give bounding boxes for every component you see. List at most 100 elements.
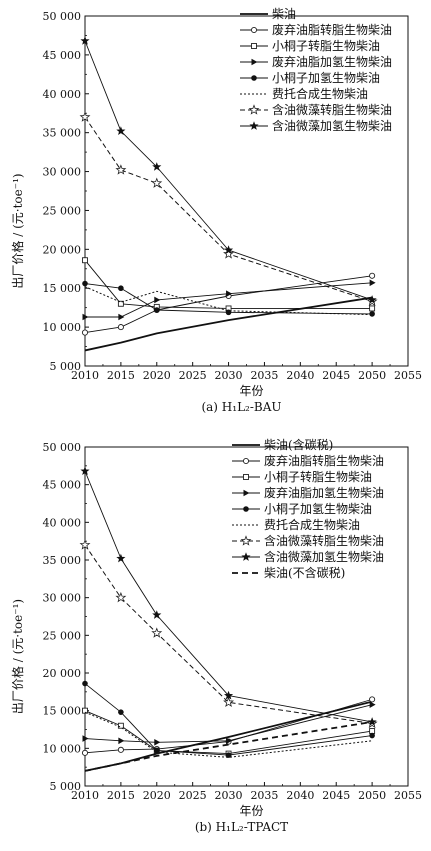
data-point-8 (223, 245, 234, 254)
legend-marker-4 (243, 489, 250, 497)
x-tick-label: 2020 (143, 369, 171, 382)
x-tick-label: 2035 (250, 789, 278, 802)
data-point-5 (369, 732, 375, 739)
data-point-3 (82, 707, 88, 714)
x-tick-label: 2050 (358, 789, 386, 802)
x-tick-label: 2025 (179, 789, 207, 802)
legend-label-1: 柴油 (272, 7, 296, 21)
y-tick-label: 40 000 (43, 88, 82, 101)
legend-label-8: 含油微藻加氢生物柴油 (264, 549, 384, 564)
x-tick-label: 2015 (107, 369, 135, 382)
data-point-8 (367, 717, 377, 726)
y-tick-label: 5 000 (50, 360, 82, 373)
data-point-5 (118, 709, 124, 715)
legend-label-6: 费托合成生物柴油 (264, 517, 360, 532)
legend-marker-8 (249, 121, 259, 130)
data-point-7 (79, 539, 91, 550)
data-point-3 (117, 300, 124, 307)
x-tick-label: 2040 (286, 789, 314, 802)
chart-caption: (a) H₁L₂-BAU (201, 400, 281, 414)
y-tick-label: 50 000 (43, 10, 82, 23)
y-tick-label: 5 000 (50, 780, 82, 793)
x-tick-label: 2030 (215, 369, 243, 382)
legend-label-8: 含油微藻加氢生物柴油 (272, 118, 392, 133)
y-tick-label: 30 000 (43, 166, 82, 179)
series-line-3 (84, 259, 373, 309)
legend-marker-5 (251, 75, 257, 81)
y-tick-label: 25 000 (43, 204, 82, 217)
y-tick-label: 45 000 (43, 49, 82, 62)
y-tick-label: 20 000 (43, 243, 82, 256)
data-point-3 (82, 257, 88, 264)
legend: 柴油废弃油脂转脂生物柴油小桐子转脂生物柴油废弃油脂加氢生物柴油小桐子加氢生物柴油… (240, 7, 392, 133)
data-point-4 (369, 701, 376, 708)
x-tick-label: 2035 (250, 369, 278, 382)
data-point-4 (118, 313, 125, 321)
x-tick-label: 2055 (394, 369, 422, 382)
x-tick-label: 2010 (71, 369, 99, 382)
chart-caption: (b) H₁L₂-TPACT (195, 820, 288, 834)
legend-label-3: 小桐子转脂生物柴油 (264, 469, 372, 484)
data-point-3 (369, 305, 376, 312)
legend-marker-7 (240, 535, 252, 546)
legend-label-3: 小桐子转脂生物柴油 (272, 38, 380, 53)
data-point-7 (223, 248, 235, 259)
x-tick-label: 2045 (322, 789, 350, 802)
data-point-3 (117, 722, 124, 729)
chart-panel-bau: 2010 2015 2020 2025 2030 2035 2040 2045 2050 2055… (10, 7, 422, 414)
data-point-2 (81, 749, 89, 756)
data-point-4 (154, 739, 161, 746)
legend-marker-3 (251, 43, 257, 49)
legend-label-2: 废弃油脂转脂生物柴油 (264, 453, 384, 468)
x-tick-label: 2025 (179, 369, 207, 382)
legend-label-7: 含油微藻转脂生物柴油 (272, 102, 392, 117)
y-tick-label: 10 000 (43, 742, 82, 755)
data-point-2 (117, 746, 124, 753)
data-point-2 (369, 272, 376, 279)
legend-marker-4 (251, 58, 258, 66)
data-point-4 (154, 296, 161, 304)
data-point-4 (226, 290, 233, 297)
y-tick-label: 50 000 (43, 441, 82, 454)
data-point-8 (223, 690, 234, 700)
legend-marker-8 (241, 552, 251, 561)
data-point-4 (369, 279, 376, 287)
x-axis-label: 年份 (239, 804, 263, 818)
legend-marker-2 (242, 457, 250, 465)
y-tick-label: 25 000 (43, 629, 82, 642)
legend-label-4: 废弃油脂加氢生物柴油 (272, 54, 392, 69)
x-tick-label: 2050 (358, 369, 386, 382)
legend-marker-5 (243, 506, 249, 512)
legend-marker-3 (243, 474, 249, 480)
data-point-5 (118, 285, 124, 292)
x-tick-label: 2030 (215, 789, 243, 802)
legend-label-7: 含油微藻转脂生物柴油 (264, 533, 384, 548)
data-point-7 (151, 627, 163, 638)
x-tick-label: 2055 (394, 789, 422, 802)
data-point-8 (367, 295, 377, 304)
data-point-8 (80, 466, 90, 475)
data-point-7 (223, 696, 235, 708)
y-tick-label: 35 000 (43, 127, 82, 140)
data-point-7 (151, 177, 163, 188)
y-tick-label: 45 000 (43, 479, 82, 492)
chart-panel-tpact: 2010 2015 2020 2025 2030 2035 2040 2045 2050 2055… (10, 437, 422, 834)
x-tick-label: 2040 (286, 369, 314, 382)
data-point-8 (152, 610, 162, 619)
legend: 柴油(含碳税)废弃油脂转脂生物柴油小桐子转脂生物柴油废弃油脂加氢生物柴油小桐子加… (232, 437, 384, 580)
data-point-4 (226, 737, 233, 745)
series-line-9 (84, 721, 373, 772)
y-axis-label: 出厂价格 / (元·toe⁻¹) (10, 599, 25, 714)
y-tick-label: 35 000 (43, 554, 82, 567)
data-point-8 (80, 36, 90, 45)
data-point-2 (117, 324, 124, 331)
legend-label-6: 费托合成生物柴油 (272, 86, 368, 101)
data-point-5 (82, 280, 88, 287)
y-axis-label: 出厂价格 / (元·toe⁻¹) (10, 173, 25, 288)
series-line-6 (84, 286, 373, 316)
data-point-7 (115, 591, 127, 603)
x-axis-label: 年份 (239, 384, 263, 398)
legend-label-2: 废弃油脂转脂生物柴油 (272, 22, 392, 37)
series-line-6 (84, 711, 373, 758)
